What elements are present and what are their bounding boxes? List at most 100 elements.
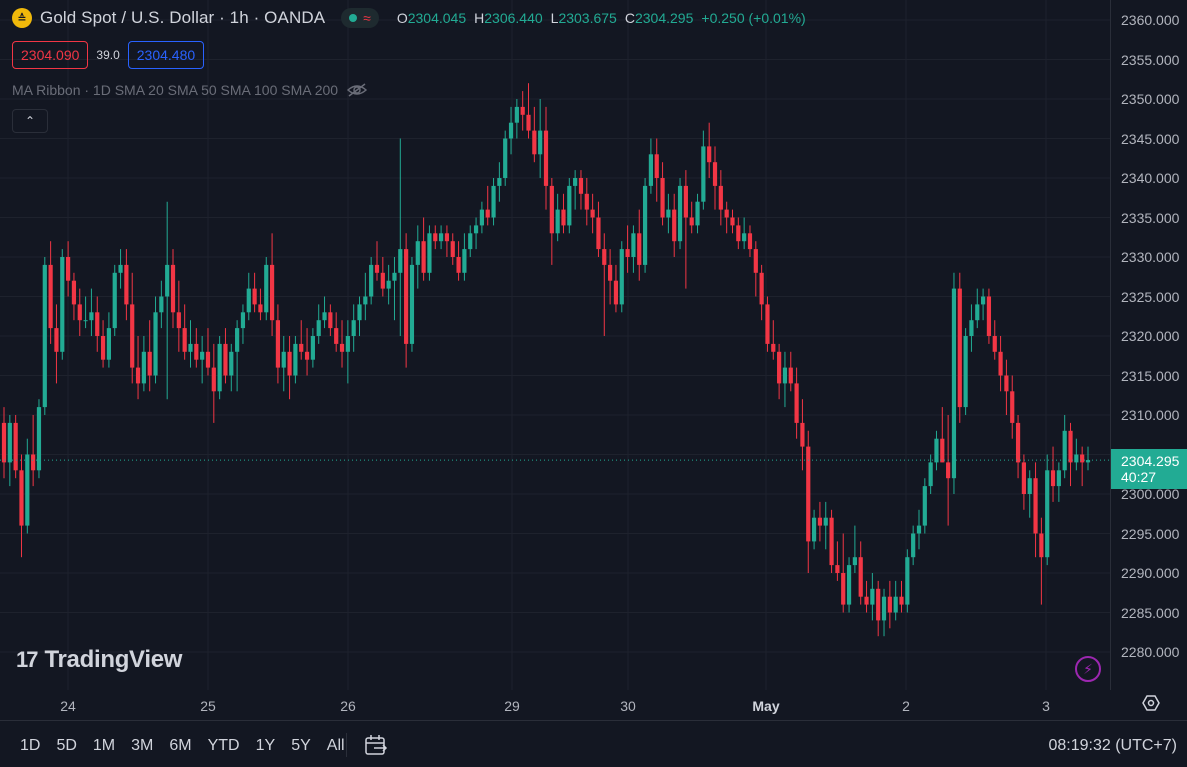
candle <box>316 304 321 344</box>
candle <box>60 249 65 360</box>
time-tick-label: 25 <box>200 698 216 714</box>
candle-body <box>782 367 788 384</box>
range-6m[interactable]: 6M <box>169 737 192 754</box>
wave-icon: ≈ <box>363 10 371 26</box>
candle <box>543 106 549 210</box>
candle-body <box>141 351 146 384</box>
candle <box>205 328 211 376</box>
candle-body <box>194 343 199 360</box>
price-tick-label: 2285.000 <box>1121 604 1180 621</box>
candle-body <box>200 351 205 360</box>
candle <box>1045 454 1050 566</box>
range-5y[interactable]: 5Y <box>291 737 311 754</box>
candle-body <box>19 470 24 526</box>
candle-body <box>893 596 898 613</box>
candle <box>794 367 799 439</box>
candle-body <box>473 225 479 234</box>
range-1y[interactable]: 1Y <box>255 737 276 754</box>
market-status-pill[interactable]: ≈ <box>341 8 379 28</box>
time-tick-label: 29 <box>504 698 520 714</box>
sell-button[interactable]: 2304.090 <box>12 41 89 69</box>
candle <box>328 304 333 336</box>
symbol-title[interactable]: Gold Spot / U.S. Dollar · 1h · OANDA <box>40 8 326 27</box>
candle <box>747 225 753 257</box>
settings-icon[interactable] <box>1140 692 1162 714</box>
candle-body <box>485 209 490 218</box>
candle-body <box>736 225 741 242</box>
candle-body <box>1074 454 1079 463</box>
range-5d[interactable]: 5D <box>56 737 77 754</box>
indicator-legend[interactable]: MA Ribbon · 1D SMA 20 SMA 50 SMA 100 SMA… <box>12 82 368 98</box>
time-tick-label: 30 <box>620 698 636 714</box>
candle <box>299 320 304 360</box>
candle-body <box>503 138 508 178</box>
candle-body <box>538 130 543 155</box>
candle-body <box>573 178 578 186</box>
candle-body <box>998 351 1003 376</box>
price-tick-label: 2335.000 <box>1121 209 1180 226</box>
range-1m[interactable]: 1M <box>92 737 116 754</box>
chart-area[interactable]: ≙ Gold Spot / U.S. Dollar · 1h · OANDA ≈… <box>0 0 1110 690</box>
range-ytd[interactable]: YTD <box>207 737 240 754</box>
candle <box>677 178 683 250</box>
collapse-legend-button[interactable]: ⌃ <box>12 109 48 133</box>
candle <box>427 225 432 281</box>
candle-body <box>48 264 53 329</box>
candle <box>264 257 269 321</box>
candle-body <box>479 209 484 226</box>
candle-body <box>911 533 916 558</box>
price-axis[interactable]: 2360.000 2355.000 2350.000 2345.000 2340.000… <box>1110 0 1187 690</box>
lightning-icon[interactable]: ⚡ <box>1075 656 1101 682</box>
candle-body <box>724 209 729 218</box>
time-tick-label: 3 <box>1042 698 1050 714</box>
candle <box>462 233 467 281</box>
candle <box>573 170 578 210</box>
candle-body <box>1027 478 1032 494</box>
candle <box>153 296 158 384</box>
candle <box>724 201 729 234</box>
candle-body <box>957 288 962 408</box>
candle-body <box>240 312 246 329</box>
candle <box>986 288 992 344</box>
candle <box>817 501 823 542</box>
range-all[interactable]: All <box>326 737 345 754</box>
candle-body <box>677 185 683 242</box>
candlestick-chart[interactable] <box>0 0 1110 690</box>
candle-body <box>369 264 374 297</box>
range-3m[interactable]: 3M <box>131 737 154 754</box>
candle <box>870 573 875 621</box>
candle-body <box>555 209 560 234</box>
candle-body <box>992 336 997 352</box>
candle-body <box>508 122 514 139</box>
candle <box>281 336 286 392</box>
low-label: L <box>550 10 559 26</box>
candle-body <box>421 241 426 273</box>
candle <box>811 509 817 550</box>
calendar-goto-icon[interactable] <box>364 734 388 756</box>
candle-body <box>969 320 974 336</box>
candle-body <box>497 178 502 186</box>
candle-body <box>1056 470 1061 487</box>
candle-body <box>246 288 251 313</box>
candle <box>473 217 479 250</box>
candle <box>654 138 659 202</box>
time-axis[interactable]: 24 25 26 29 30 May 2 3 <box>0 690 1110 720</box>
indicator-label[interactable]: MA Ribbon · 1D SMA 20 SMA 50 SMA 100 SMA… <box>12 82 339 98</box>
candle-body <box>602 249 607 265</box>
candle-body <box>613 280 619 305</box>
candle <box>182 304 187 360</box>
candle <box>135 336 141 400</box>
price-tick-label: 2345.000 <box>1121 130 1180 147</box>
candle <box>835 541 840 581</box>
candle <box>334 312 339 352</box>
candle-body <box>916 525 922 534</box>
candle <box>1080 446 1085 487</box>
candle-body <box>118 264 123 273</box>
clock-timezone[interactable]: 08:19:32 (UTC+7) <box>1048 737 1177 754</box>
gold-coin-icon[interactable]: ≙ <box>12 8 32 28</box>
range-1d[interactable]: 1D <box>20 737 41 754</box>
eye-hidden-icon[interactable] <box>346 82 368 98</box>
candle-body <box>520 106 525 115</box>
buy-button[interactable]: 2304.480 <box>127 41 205 69</box>
candle-body <box>526 114 531 131</box>
